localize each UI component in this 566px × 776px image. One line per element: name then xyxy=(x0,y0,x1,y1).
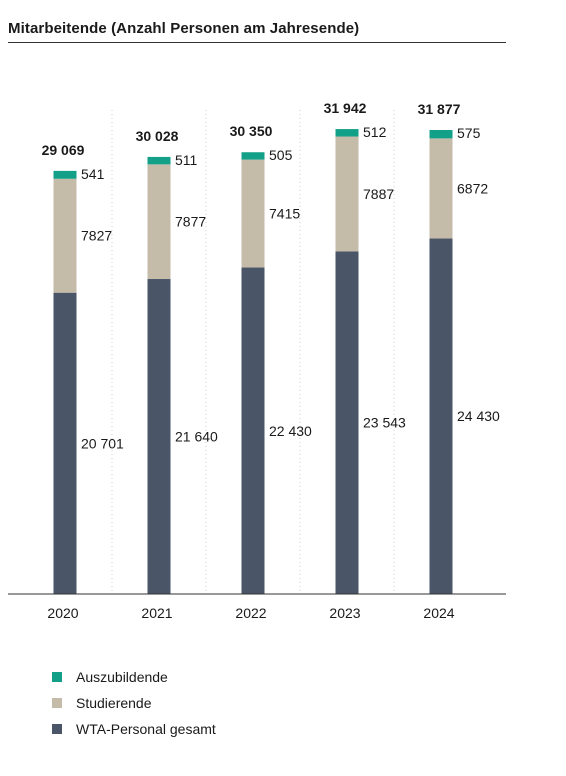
x-tick-2021: 2021 xyxy=(141,605,172,621)
bar-auszubildende-2022 xyxy=(241,152,265,160)
label-auszubildende-2021: 511 xyxy=(175,152,198,168)
total-label-2024: 31 877 xyxy=(418,101,461,117)
label-studierende-2022: 7415 xyxy=(269,206,300,222)
label-studierende-2023: 7887 xyxy=(363,186,394,202)
total-label-2021: 30 028 xyxy=(136,128,179,144)
bar-wta-2022 xyxy=(241,267,265,594)
bar-studierende-2022 xyxy=(241,159,265,268)
label-auszubildende-2022: 505 xyxy=(269,147,293,163)
label-wta-2022: 22 430 xyxy=(269,423,312,439)
legend-label-studierende: Studierende xyxy=(76,695,152,711)
label-studierende-2020: 7827 xyxy=(81,228,112,244)
legend-item-auszubildende: Auszubildende xyxy=(52,664,216,690)
label-wta-2024: 24 430 xyxy=(457,408,500,424)
total-label-2022: 30 350 xyxy=(230,123,273,139)
legend-item-wta-personal: WTA-Personal gesamt xyxy=(52,716,216,742)
total-label-2023: 31 942 xyxy=(324,100,367,116)
bar-studierende-2021 xyxy=(147,164,171,280)
legend-swatch-wta-personal xyxy=(52,724,62,734)
legend-label-auszubildende: Auszubildende xyxy=(76,669,168,685)
label-studierende-2024: 6872 xyxy=(457,180,488,196)
bar-studierende-2020 xyxy=(53,178,77,293)
label-wta-2020: 20 701 xyxy=(81,435,124,451)
label-studierende-2021: 7877 xyxy=(175,214,206,230)
legend-label-wta-personal: WTA-Personal gesamt xyxy=(76,721,216,737)
legend-swatch-auszubildende xyxy=(52,672,62,682)
bar-wta-2023 xyxy=(335,251,359,595)
total-label-2020: 29 069 xyxy=(42,142,85,158)
label-wta-2021: 21 640 xyxy=(175,429,218,445)
chart-legend: Auszubildende Studierende WTA-Personal g… xyxy=(52,664,216,742)
bar-studierende-2023 xyxy=(335,136,359,252)
bar-auszubildende-2021 xyxy=(147,156,171,165)
bar-auszubildende-2023 xyxy=(335,129,359,137)
label-wta-2023: 23 543 xyxy=(363,415,406,431)
label-auszubildende-2020: 541 xyxy=(81,166,105,182)
stacked-bar-chart: 20 701 7827 541 29 069 2020 21 640 7877 511 30 0… xyxy=(8,100,506,621)
x-tick-2022: 2022 xyxy=(235,605,266,621)
chart-title: Mitarbeitende (Anzahl Personen am Jahres… xyxy=(8,20,360,37)
x-tick-2024: 2024 xyxy=(423,605,454,621)
bar-auszubildende-2024 xyxy=(429,130,453,139)
bar-wta-2020 xyxy=(53,292,77,594)
bar-wta-2021 xyxy=(147,279,171,594)
bar-studierende-2024 xyxy=(429,138,453,239)
bar-auszubildende-2020 xyxy=(53,170,77,179)
bar-wta-2024 xyxy=(429,238,453,594)
legend-swatch-studierende xyxy=(52,698,62,708)
x-tick-2020: 2020 xyxy=(47,605,78,621)
label-auszubildende-2023: 512 xyxy=(363,124,387,140)
title-divider xyxy=(8,42,506,43)
legend-item-studierende: Studierende xyxy=(52,690,216,716)
label-auszubildende-2024: 575 xyxy=(457,125,481,141)
x-tick-2023: 2023 xyxy=(329,605,360,621)
